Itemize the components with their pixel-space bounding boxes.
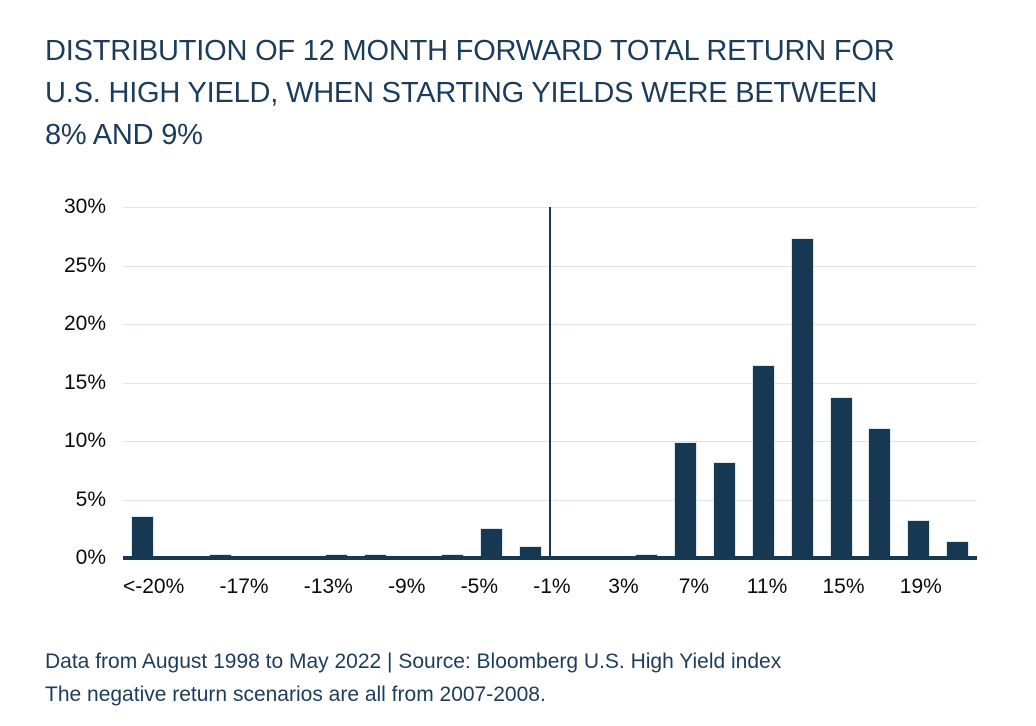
source-note: Data from August 1998 to May 2022 | Sour…: [45, 645, 985, 711]
y-tick-label: 10%: [63, 429, 106, 452]
bar-<-20%: [131, 517, 153, 558]
y-axis-labels: 30% 25% 20% 15% 10% 5% 0%: [40, 195, 106, 569]
bar-cell: [783, 207, 822, 558]
chart-title: DISTRIBUTION OF 12 MONTH FORWARD TOTAL R…: [45, 30, 985, 156]
x-tick-label: [353, 574, 388, 600]
bar-cell: [472, 207, 511, 558]
y-tick-label: 5%: [75, 487, 106, 511]
bar-cell: [123, 207, 162, 558]
x-tick-label: [425, 574, 460, 600]
x-tick-label: 19%: [899, 575, 942, 598]
x-axis-baseline: [123, 556, 977, 560]
y-tick-label: 20%: [63, 312, 106, 335]
bar-15%: [830, 397, 852, 558]
chart-title-line-2: U.S. HIGH YIELD, WHEN STARTING YIELDS WE…: [45, 77, 878, 109]
x-tick-label: <-20%: [123, 575, 185, 598]
bar-cell: [395, 207, 434, 558]
y-tick-label: 25%: [63, 253, 106, 277]
bar-cell: [938, 207, 977, 558]
y-tick-label: 15%: [63, 370, 106, 394]
bar-cell: [278, 207, 317, 558]
bar-cell: [744, 207, 783, 558]
bar-cell: [666, 207, 705, 558]
bar-cell: [317, 207, 356, 558]
chart-title-line-1: DISTRIBUTION OF 12 MONTH FORWARD TOTAL R…: [45, 35, 895, 67]
source-note-line-1: Data from August 1998 to May 2022 | Sour…: [45, 650, 782, 673]
x-tick-label: 15%: [822, 575, 865, 598]
bar-cell: [822, 207, 861, 558]
x-tick-label: [712, 574, 747, 600]
x-tick-label: 11%: [746, 575, 788, 598]
bar-cell: [201, 207, 240, 558]
bar-cell: [705, 207, 744, 558]
bar-11%: [752, 366, 774, 558]
bar--1%: [520, 547, 542, 558]
bar-19%: [908, 520, 930, 558]
y-tick-label: 0%: [75, 546, 106, 569]
x-tick-label: 7%: [678, 575, 710, 598]
bar-cell: [589, 207, 628, 558]
x-tick-label: [269, 574, 304, 600]
x-tick-label: -17%: [219, 575, 269, 598]
x-tick-label: -9%: [388, 575, 426, 598]
bar-21%: [946, 541, 968, 558]
bar-cell: [899, 207, 938, 558]
chart-title-line-3: 8% AND 9%: [45, 119, 203, 151]
x-tick-label: [184, 574, 219, 600]
x-tick-label: [641, 574, 676, 600]
x-tick-label: [787, 574, 822, 600]
zero-reference-line: [549, 207, 551, 559]
bar-chart: 30% 25% 20% 15% 10% 5% 0% <-20% -17% -13% -9% -5% -…: [40, 195, 977, 600]
bars-row: [123, 207, 977, 558]
bar-13%: [791, 238, 813, 558]
bar-17%: [869, 429, 891, 558]
x-axis-labels: <-20% -17% -13% -9% -5% -1% 3% 7% 11% 15% 19%: [123, 574, 977, 600]
bar-cell: [511, 207, 550, 558]
source-note-line-2: The negative return scenarios are all fr…: [45, 683, 546, 706]
x-tick-label: 3%: [608, 575, 639, 598]
x-tick-label: [498, 574, 533, 600]
x-tick-label: -13%: [303, 575, 353, 598]
bar-cell: [356, 207, 395, 558]
bar-cell: [239, 207, 278, 558]
bar-7%: [675, 443, 697, 558]
x-tick-label: [865, 574, 900, 600]
x-tick-label: -1%: [533, 575, 571, 598]
bar-cell: [628, 207, 667, 558]
bar-9%: [714, 463, 736, 558]
bar--3%: [481, 528, 503, 558]
bar-cell: [860, 207, 899, 558]
y-tick-label: 30%: [63, 195, 106, 218]
bar-cell: [162, 207, 201, 558]
x-tick-label: -5%: [460, 575, 499, 598]
bar-cell: [434, 207, 473, 558]
bar-cell: [550, 207, 589, 558]
x-tick-label: [942, 574, 977, 600]
x-tick-label: [571, 574, 606, 600]
